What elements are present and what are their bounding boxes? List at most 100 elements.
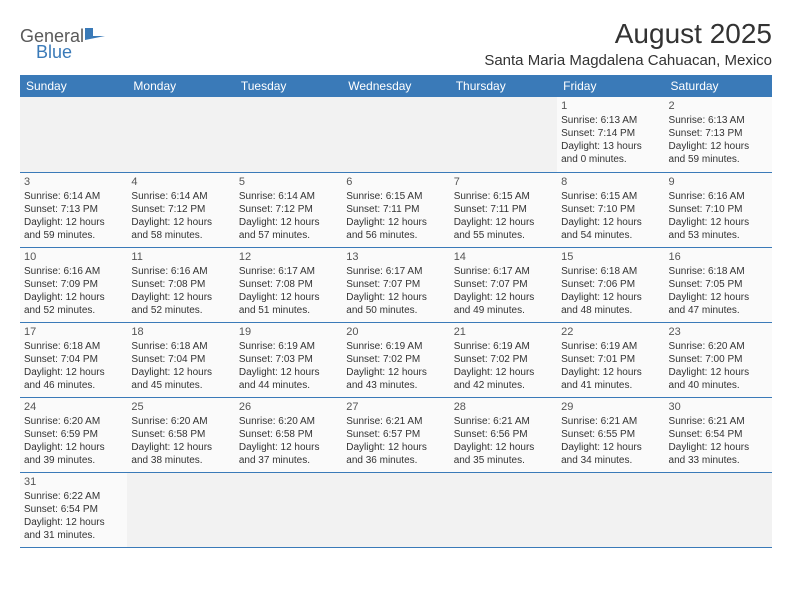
sunrise-line: Sunrise: 6:14 AM [239,190,338,203]
calendar-cell: 17Sunrise: 6:18 AMSunset: 7:04 PMDayligh… [20,322,127,397]
sunrise-line: Sunrise: 6:21 AM [669,415,768,428]
sunset-line: Sunset: 7:07 PM [454,278,553,291]
calendar-cell-empty [342,472,449,547]
daylight-line: Daylight: 12 hours and 36 minutes. [346,441,445,467]
sunset-line: Sunset: 7:10 PM [561,203,660,216]
sunrise-line: Sunrise: 6:21 AM [561,415,660,428]
sunset-line: Sunset: 7:13 PM [24,203,123,216]
day-number: 13 [346,250,445,264]
sunrise-line: Sunrise: 6:20 AM [131,415,230,428]
calendar-cell: 14Sunrise: 6:17 AMSunset: 7:07 PMDayligh… [450,247,557,322]
day-number: 23 [669,325,768,339]
sunset-line: Sunset: 7:11 PM [454,203,553,216]
sunrise-line: Sunrise: 6:13 AM [561,114,660,127]
daylight-line: Daylight: 12 hours and 58 minutes. [131,216,230,242]
sunrise-line: Sunrise: 6:21 AM [454,415,553,428]
day-number: 14 [454,250,553,264]
sunset-line: Sunset: 7:11 PM [346,203,445,216]
day-number: 21 [454,325,553,339]
sunset-line: Sunset: 7:00 PM [669,353,768,366]
calendar-cell: 9Sunrise: 6:16 AMSunset: 7:10 PMDaylight… [665,172,772,247]
daylight-line: Daylight: 12 hours and 38 minutes. [131,441,230,467]
sunrise-line: Sunrise: 6:19 AM [346,340,445,353]
sunrise-line: Sunrise: 6:17 AM [346,265,445,278]
sunset-line: Sunset: 7:05 PM [669,278,768,291]
calendar-cell: 31Sunrise: 6:22 AMSunset: 6:54 PMDayligh… [20,472,127,547]
daylight-line: Daylight: 12 hours and 54 minutes. [561,216,660,242]
calendar-cell-empty [235,472,342,547]
sunrise-line: Sunrise: 6:14 AM [131,190,230,203]
calendar-cell-empty [450,97,557,172]
calendar-cell: 22Sunrise: 6:19 AMSunset: 7:01 PMDayligh… [557,322,664,397]
day-number: 12 [239,250,338,264]
sunset-line: Sunset: 7:08 PM [239,278,338,291]
daylight-line: Daylight: 12 hours and 41 minutes. [561,366,660,392]
sunrise-line: Sunrise: 6:17 AM [239,265,338,278]
calendar-cell: 8Sunrise: 6:15 AMSunset: 7:10 PMDaylight… [557,172,664,247]
logo-flag-icon [85,26,105,47]
day-number: 16 [669,250,768,264]
daylight-line: Daylight: 12 hours and 35 minutes. [454,441,553,467]
day-number: 29 [561,400,660,414]
daylight-line: Daylight: 12 hours and 33 minutes. [669,441,768,467]
calendar-body: 1Sunrise: 6:13 AMSunset: 7:14 PMDaylight… [20,97,772,547]
day-number: 10 [24,250,123,264]
day-number: 4 [131,175,230,189]
daylight-line: Daylight: 12 hours and 43 minutes. [346,366,445,392]
sunset-line: Sunset: 6:58 PM [239,428,338,441]
daylight-line: Daylight: 12 hours and 44 minutes. [239,366,338,392]
day-number: 22 [561,325,660,339]
day-number: 7 [454,175,553,189]
sunrise-line: Sunrise: 6:16 AM [669,190,768,203]
day-number: 1 [561,99,660,113]
sunset-line: Sunset: 6:56 PM [454,428,553,441]
calendar-cell: 4Sunrise: 6:14 AMSunset: 7:12 PMDaylight… [127,172,234,247]
daylight-line: Daylight: 12 hours and 31 minutes. [24,516,123,542]
sunrise-line: Sunrise: 6:16 AM [131,265,230,278]
calendar-cell: 11Sunrise: 6:16 AMSunset: 7:08 PMDayligh… [127,247,234,322]
calendar-cell: 18Sunrise: 6:18 AMSunset: 7:04 PMDayligh… [127,322,234,397]
calendar-cell-empty [127,472,234,547]
calendar-cell: 28Sunrise: 6:21 AMSunset: 6:56 PMDayligh… [450,397,557,472]
sunset-line: Sunset: 7:08 PM [131,278,230,291]
day-number: 28 [454,400,553,414]
calendar-cell: 1Sunrise: 6:13 AMSunset: 7:14 PMDaylight… [557,97,664,172]
sunrise-line: Sunrise: 6:16 AM [24,265,123,278]
daylight-line: Daylight: 12 hours and 47 minutes. [669,291,768,317]
day-number: 3 [24,175,123,189]
calendar-cell: 15Sunrise: 6:18 AMSunset: 7:06 PMDayligh… [557,247,664,322]
calendar-cell-empty [342,97,449,172]
sunset-line: Sunset: 7:06 PM [561,278,660,291]
sunset-line: Sunset: 7:10 PM [669,203,768,216]
weekday-header: Tuesday [235,75,342,97]
daylight-line: Daylight: 12 hours and 59 minutes. [24,216,123,242]
calendar-cell: 23Sunrise: 6:20 AMSunset: 7:00 PMDayligh… [665,322,772,397]
calendar-cell: 30Sunrise: 6:21 AMSunset: 6:54 PMDayligh… [665,397,772,472]
calendar-cell: 29Sunrise: 6:21 AMSunset: 6:55 PMDayligh… [557,397,664,472]
sunrise-line: Sunrise: 6:21 AM [346,415,445,428]
calendar-cell: 6Sunrise: 6:15 AMSunset: 7:11 PMDaylight… [342,172,449,247]
weekday-header: Friday [557,75,664,97]
sunset-line: Sunset: 7:04 PM [131,353,230,366]
daylight-line: Daylight: 12 hours and 39 minutes. [24,441,123,467]
daylight-line: Daylight: 12 hours and 55 minutes. [454,216,553,242]
sunrise-line: Sunrise: 6:20 AM [669,340,768,353]
day-number: 9 [669,175,768,189]
daylight-line: Daylight: 13 hours and 0 minutes. [561,140,660,166]
month-title: August 2025 [484,18,772,50]
sunrise-line: Sunrise: 6:13 AM [669,114,768,127]
day-number: 5 [239,175,338,189]
sunrise-line: Sunrise: 6:15 AM [346,190,445,203]
sunset-line: Sunset: 6:59 PM [24,428,123,441]
sunrise-line: Sunrise: 6:15 AM [454,190,553,203]
sunset-line: Sunset: 7:12 PM [131,203,230,216]
sunrise-line: Sunrise: 6:18 AM [669,265,768,278]
daylight-line: Daylight: 12 hours and 40 minutes. [669,366,768,392]
sunrise-line: Sunrise: 6:18 AM [131,340,230,353]
sunrise-line: Sunrise: 6:19 AM [454,340,553,353]
daylight-line: Daylight: 12 hours and 48 minutes. [561,291,660,317]
calendar-cell: 3Sunrise: 6:14 AMSunset: 7:13 PMDaylight… [20,172,127,247]
calendar-table: SundayMondayTuesdayWednesdayThursdayFrid… [20,75,772,548]
calendar-cell: 21Sunrise: 6:19 AMSunset: 7:02 PMDayligh… [450,322,557,397]
daylight-line: Daylight: 12 hours and 59 minutes. [669,140,768,166]
